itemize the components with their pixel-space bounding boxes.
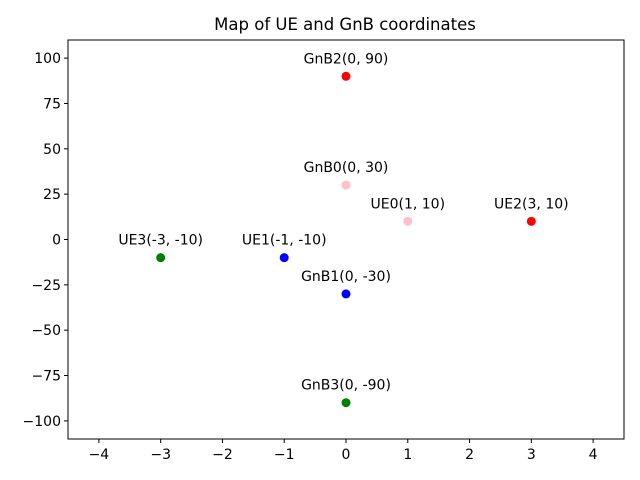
x-tick-label: −4 (89, 447, 110, 463)
data-point (341, 289, 351, 299)
x-tick-label: −2 (212, 447, 233, 463)
data-point (526, 216, 536, 226)
x-tick-label: 4 (589, 447, 598, 463)
point-label: GnB2(0, 90) (304, 51, 389, 67)
y-tick-label: 0 (52, 233, 61, 249)
y-tick-label: −50 (31, 323, 61, 339)
x-tick-label: −1 (274, 447, 295, 463)
y-tick-label: 50 (43, 142, 61, 158)
y-tick-label: −25 (31, 278, 61, 294)
point-label: GnB0(0, 30) (304, 160, 389, 176)
y-tick-label: −75 (31, 369, 61, 385)
y-tick-label: 25 (43, 187, 61, 203)
data-point (341, 180, 351, 190)
x-tick-label: 1 (403, 447, 412, 463)
y-tick-label: 100 (34, 51, 61, 67)
point-label: UE1(-1, -10) (242, 233, 327, 249)
point-label: GnB1(0, -30) (301, 269, 391, 285)
y-tick-label: −100 (23, 414, 61, 430)
plot-area: GnB2(0, 90) GnB0(0, 30) UE0(1, 10) UE2(3, 1… (118, 51, 569, 408)
y-tick-label: 75 (43, 96, 61, 112)
data-point (156, 253, 166, 263)
x-tick-label: 2 (465, 447, 474, 463)
data-point (279, 253, 289, 263)
point-label: GnB3(0, -90) (301, 378, 391, 394)
x-tick-label: −3 (150, 447, 171, 463)
data-point (341, 398, 351, 408)
point-label: UE2(3, 10) (494, 196, 569, 212)
point-label: UE3(-3, -10) (118, 233, 203, 249)
point-label: UE0(1, 10) (371, 196, 446, 212)
x-tick-label: 0 (342, 447, 351, 463)
x-tick-label: 3 (527, 447, 536, 463)
chart-title: Map of UE and GnB coordinates (214, 15, 476, 34)
data-point (403, 216, 413, 226)
data-point (341, 71, 351, 81)
